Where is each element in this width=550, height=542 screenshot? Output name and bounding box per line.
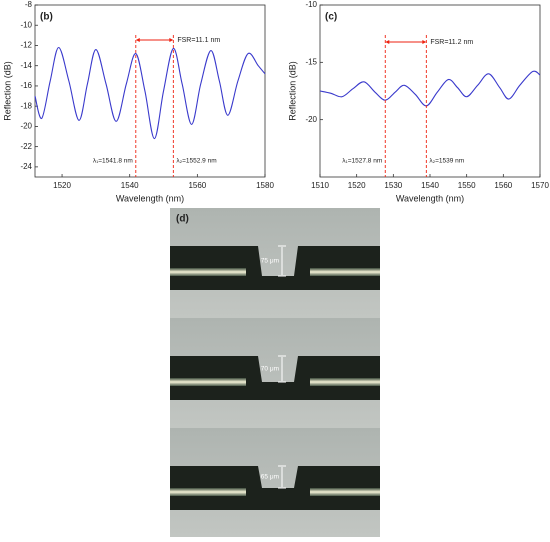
fsr-label: FSR=11.2 nm bbox=[430, 39, 473, 46]
x-tick-label: 1530 bbox=[384, 181, 402, 190]
fiber-core bbox=[170, 466, 380, 510]
fsr-arrowhead bbox=[135, 38, 140, 42]
marker-label: λ₁=1541.8 nm bbox=[93, 158, 133, 165]
y-tick-label: -10 bbox=[20, 20, 32, 29]
width-label: 65 μm bbox=[261, 474, 279, 481]
series-line bbox=[319, 70, 541, 107]
x-tick-label: 1580 bbox=[256, 181, 274, 190]
fiber-stripe-left bbox=[170, 268, 246, 276]
marker-label: λ₂=1552.9 nm bbox=[176, 158, 216, 165]
marker-label: λ₂=1539 nm bbox=[429, 158, 464, 165]
micrograph: 75 μm 70 μm 65 μm (d) bbox=[170, 208, 380, 537]
y-tick-label: -10 bbox=[305, 0, 317, 9]
y-tick-label: -12 bbox=[20, 41, 32, 50]
panel-label: (c) bbox=[325, 12, 337, 23]
x-tick-label: 1540 bbox=[121, 181, 139, 190]
y-tick-label: -8 bbox=[25, 0, 33, 9]
fiber-stripe-left bbox=[170, 488, 246, 496]
fsr-arrowhead bbox=[422, 40, 427, 44]
y-tick-label: -15 bbox=[305, 57, 317, 66]
fsr-arrowhead bbox=[385, 40, 390, 44]
x-tick-label: 1570 bbox=[531, 181, 549, 190]
width-label: 75 μm bbox=[261, 258, 279, 265]
x-tick-label: 1550 bbox=[458, 181, 476, 190]
plot-frame bbox=[319, 4, 541, 178]
x-axis-label: Wavelength (nm) bbox=[396, 193, 464, 203]
x-tick-label: 1560 bbox=[494, 181, 512, 190]
panel-label: (b) bbox=[40, 12, 53, 23]
y-tick-label: -20 bbox=[20, 122, 32, 131]
x-tick-label: 1520 bbox=[53, 181, 71, 190]
y-tick-label: -24 bbox=[20, 162, 32, 171]
x-tick-label: 1520 bbox=[348, 181, 366, 190]
y-tick-label: -22 bbox=[20, 142, 32, 151]
fiber-core bbox=[170, 246, 380, 290]
fiber-stripe-right bbox=[310, 378, 380, 386]
y-axis-label: Reflection (dB) bbox=[287, 61, 297, 121]
y-tick-label: -14 bbox=[20, 61, 32, 70]
panel-label: (d) bbox=[176, 214, 189, 225]
plot-frame bbox=[34, 4, 266, 178]
fsr-label: FSR=11.1 nm bbox=[177, 37, 220, 44]
x-tick-label: 1510 bbox=[311, 181, 329, 190]
y-tick-label: -18 bbox=[20, 101, 32, 110]
series-line bbox=[34, 46, 266, 140]
x-tick-label: 1540 bbox=[421, 181, 439, 190]
y-tick-label: -20 bbox=[305, 115, 317, 124]
fiber-stripe-right bbox=[310, 268, 380, 276]
y-axis-label: Reflection (dB) bbox=[2, 61, 12, 121]
y-tick-label: -16 bbox=[20, 81, 32, 90]
x-axis-label: Wavelength (nm) bbox=[116, 193, 184, 203]
marker-label: λ₁=1527.8 nm bbox=[342, 158, 382, 165]
x-tick-label: 1560 bbox=[188, 181, 206, 190]
fiber-stripe-right bbox=[310, 488, 380, 496]
width-label: 70 μm bbox=[261, 366, 279, 373]
fiber-core bbox=[170, 356, 380, 400]
fsr-arrowhead bbox=[169, 38, 174, 42]
fiber-stripe-left bbox=[170, 378, 246, 386]
